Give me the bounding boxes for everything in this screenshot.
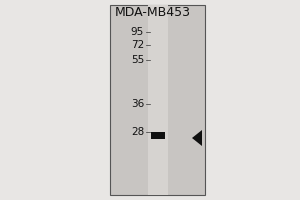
Text: 36: 36 <box>131 99 144 109</box>
Text: 28: 28 <box>131 127 144 137</box>
Bar <box>151 132 165 139</box>
Text: 55: 55 <box>131 55 144 65</box>
Text: 95: 95 <box>131 27 144 37</box>
Bar <box>110 5 205 195</box>
Text: 72: 72 <box>131 40 144 50</box>
Bar <box>148 5 168 195</box>
Polygon shape <box>192 130 202 146</box>
Text: MDA-MB453: MDA-MB453 <box>115 6 191 20</box>
